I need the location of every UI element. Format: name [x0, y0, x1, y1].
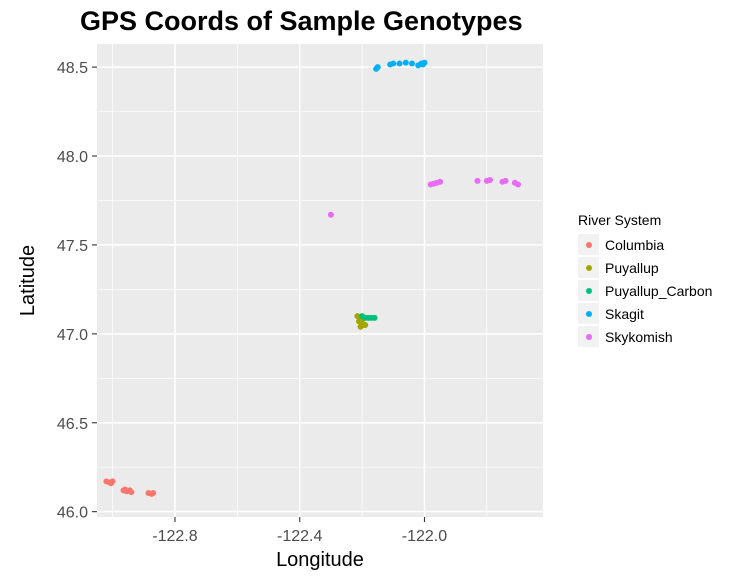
- y-tick-label: 47.0: [57, 327, 88, 344]
- legend-item: Skagit: [578, 302, 712, 325]
- data-point: [128, 489, 135, 496]
- plot-panel: [97, 44, 543, 517]
- y-axis-label: Latitude: [17, 245, 39, 316]
- legend-key: [578, 303, 599, 324]
- legend-key: [578, 326, 599, 347]
- y-tick-label: 47.5: [57, 238, 88, 255]
- axis-ticks: -122.8 -122.4 -122.0 46.0 46.5 47.0 47.5 48.0 48…: [57, 60, 447, 545]
- y-tick-label: 48.5: [57, 60, 88, 77]
- series-puyallup-carbon: [359, 313, 378, 321]
- legend-item: Puyallup_Carbon: [578, 279, 712, 302]
- legend-dot: [585, 241, 592, 248]
- y-tick-label: 46.0: [57, 505, 88, 522]
- legend-dot: [585, 264, 592, 271]
- data-point: [396, 60, 403, 67]
- legend-key: [578, 234, 599, 255]
- legend-dot: [585, 287, 592, 294]
- legend-label: Skagit: [605, 305, 644, 322]
- legend: River System Columbia Puyallup Puyallup_Ca…: [578, 212, 712, 348]
- data-point: [402, 59, 409, 66]
- legend-dot: [585, 333, 592, 340]
- data-point: [150, 489, 157, 496]
- data-point: [421, 59, 428, 66]
- series-columbia: [103, 478, 157, 497]
- data-point: [122, 486, 129, 493]
- y-tick-label: 48.0: [57, 149, 88, 166]
- x-axis-label: Longitude: [276, 549, 364, 571]
- data-point: [502, 177, 509, 184]
- data-points: [103, 59, 522, 497]
- x-tick-label: -122.0: [402, 528, 447, 545]
- x-tick-label: -122.8: [152, 528, 197, 545]
- data-point: [327, 211, 334, 218]
- legend-label: Skykomish: [605, 328, 673, 345]
- data-point: [515, 181, 522, 188]
- chart-title: GPS Coords of Sample Genotypes: [80, 6, 523, 36]
- data-point: [437, 178, 444, 185]
- data-point: [108, 480, 115, 487]
- data-point: [362, 321, 369, 328]
- data-point: [390, 60, 397, 67]
- legend-label: Puyallup: [605, 259, 659, 276]
- major-gridlines: [97, 44, 543, 517]
- legend-item: Puyallup: [578, 256, 712, 279]
- data-point: [374, 64, 381, 71]
- legend-items: Columbia Puyallup Puyallup_Carbon Skagit Sky…: [578, 233, 712, 348]
- legend-title: River System: [578, 212, 662, 228]
- y-tick-label: 46.5: [57, 416, 88, 433]
- series-skykomish: [327, 177, 522, 218]
- data-point: [474, 177, 481, 184]
- data-point: [486, 177, 493, 184]
- legend-dot: [585, 310, 592, 317]
- data-point: [409, 60, 416, 67]
- series-skagit: [373, 59, 428, 72]
- legend-label: Columbia: [605, 236, 665, 253]
- legend-item: Columbia: [578, 233, 712, 256]
- x-tick-label: -122.4: [277, 528, 322, 545]
- data-point: [357, 323, 364, 330]
- legend-item: Skykomish: [578, 325, 712, 348]
- minor-gridlines: [97, 44, 543, 517]
- legend-key: [578, 257, 599, 278]
- data-point: [371, 314, 378, 321]
- legend-key: [578, 280, 599, 301]
- legend-label: Puyallup_Carbon: [605, 282, 713, 299]
